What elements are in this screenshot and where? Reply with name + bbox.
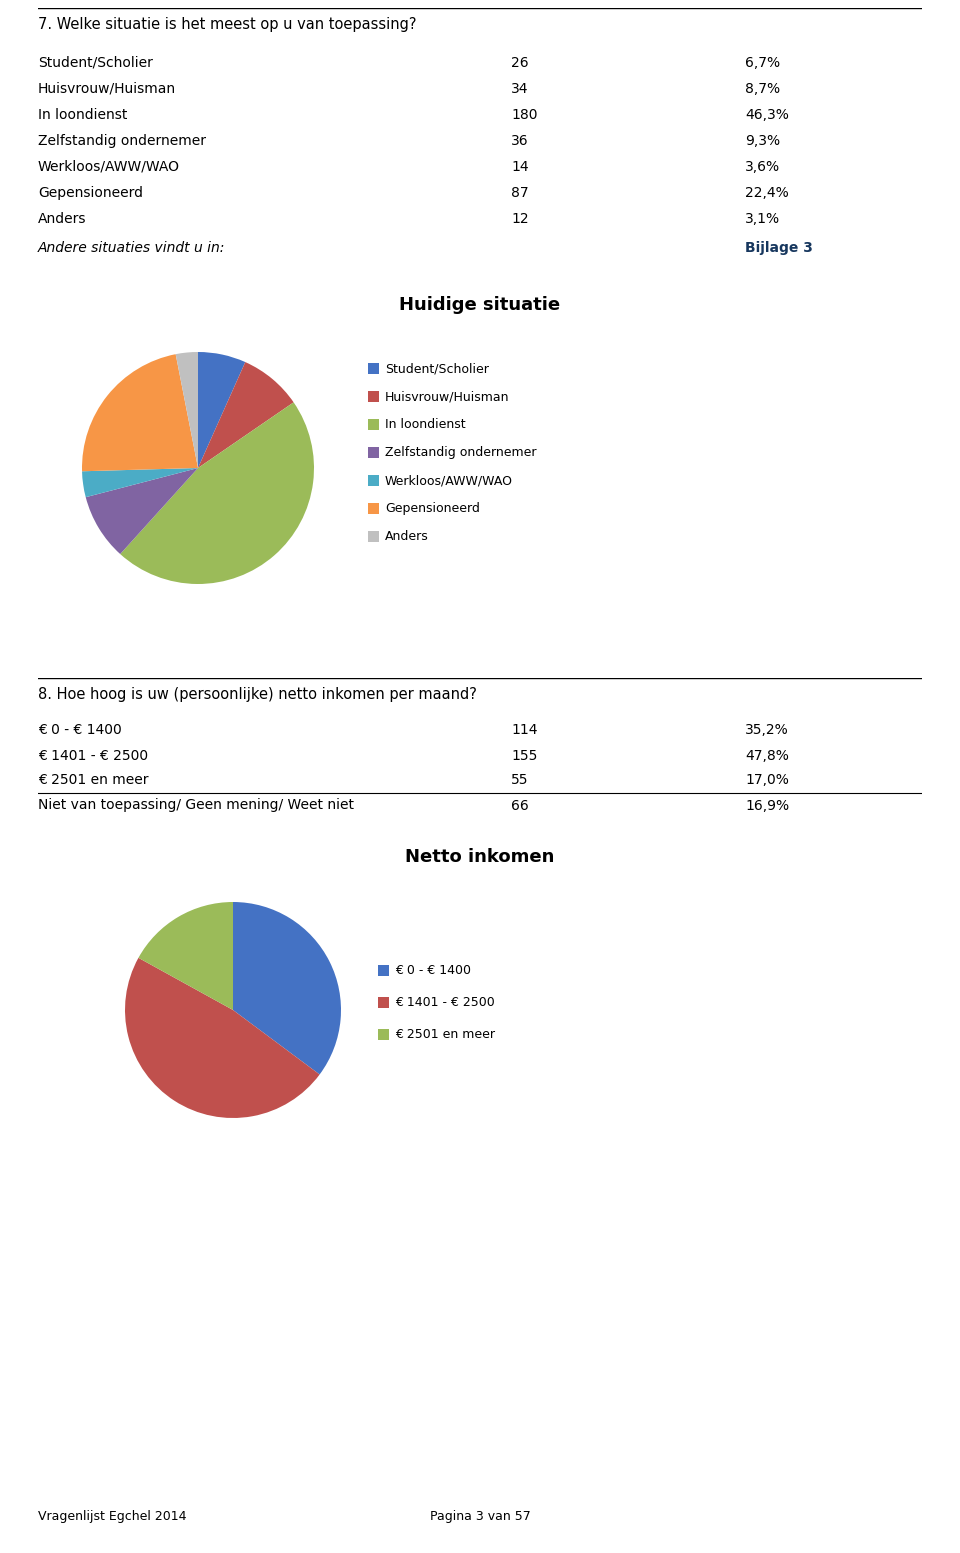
Text: 36: 36 bbox=[511, 134, 529, 148]
Wedge shape bbox=[233, 902, 341, 1075]
Text: 12: 12 bbox=[511, 213, 529, 227]
Text: In loondienst: In loondienst bbox=[38, 109, 128, 123]
Text: € 0 - € 1400: € 0 - € 1400 bbox=[38, 724, 122, 738]
Wedge shape bbox=[82, 467, 198, 497]
Text: 16,9%: 16,9% bbox=[745, 798, 789, 812]
Text: Werkloos/AWW/WAO: Werkloos/AWW/WAO bbox=[385, 474, 513, 488]
Text: 17,0%: 17,0% bbox=[745, 773, 789, 787]
Text: Bijlage 3: Bijlage 3 bbox=[745, 241, 813, 255]
Wedge shape bbox=[198, 362, 294, 467]
Text: 9,3%: 9,3% bbox=[745, 134, 780, 148]
Text: Huisvrouw/Huisman: Huisvrouw/Huisman bbox=[385, 390, 510, 402]
Text: Gepensioneerd: Gepensioneerd bbox=[38, 186, 143, 200]
Text: Netto inkomen: Netto inkomen bbox=[405, 848, 555, 867]
Text: Student/Scholier: Student/Scholier bbox=[385, 362, 489, 374]
Text: In loondienst: In loondienst bbox=[385, 418, 466, 432]
Wedge shape bbox=[176, 353, 198, 467]
Text: € 2501 en meer: € 2501 en meer bbox=[38, 773, 149, 787]
Text: Gepensioneerd: Gepensioneerd bbox=[385, 502, 480, 516]
Text: 3,6%: 3,6% bbox=[745, 160, 780, 174]
Text: 26: 26 bbox=[511, 56, 529, 70]
Text: 114: 114 bbox=[511, 724, 538, 738]
Text: € 2501 en meer: € 2501 en meer bbox=[395, 1028, 495, 1041]
Text: 14: 14 bbox=[511, 160, 529, 174]
Wedge shape bbox=[125, 958, 320, 1118]
Text: 55: 55 bbox=[511, 773, 528, 787]
Text: 35,2%: 35,2% bbox=[745, 724, 789, 738]
Text: Student/Scholier: Student/Scholier bbox=[38, 56, 153, 70]
Text: 87: 87 bbox=[511, 186, 529, 200]
Wedge shape bbox=[120, 402, 314, 584]
Text: Anders: Anders bbox=[385, 530, 429, 544]
Wedge shape bbox=[85, 467, 198, 554]
Text: € 1401 - € 2500: € 1401 - € 2500 bbox=[395, 995, 494, 1009]
Text: € 0 - € 1400: € 0 - € 1400 bbox=[395, 964, 471, 977]
Text: Vragenlijst Egchel 2014: Vragenlijst Egchel 2014 bbox=[38, 1510, 186, 1523]
Text: Pagina 3 van 57: Pagina 3 van 57 bbox=[430, 1510, 530, 1523]
Text: 6,7%: 6,7% bbox=[745, 56, 780, 70]
Text: 34: 34 bbox=[511, 82, 528, 96]
Text: Anders: Anders bbox=[38, 213, 86, 227]
Text: 47,8%: 47,8% bbox=[745, 749, 789, 763]
Wedge shape bbox=[82, 354, 198, 471]
Text: 8,7%: 8,7% bbox=[745, 82, 780, 96]
Text: 155: 155 bbox=[511, 749, 538, 763]
Text: 3,1%: 3,1% bbox=[745, 213, 780, 227]
Text: 66: 66 bbox=[511, 798, 529, 812]
Text: 7. Welke situatie is het meest op u van toepassing?: 7. Welke situatie is het meest op u van … bbox=[38, 17, 417, 33]
Wedge shape bbox=[138, 902, 233, 1009]
Text: Zelfstandig ondernemer: Zelfstandig ondernemer bbox=[38, 134, 206, 148]
Text: Huidige situatie: Huidige situatie bbox=[399, 297, 561, 314]
Text: 46,3%: 46,3% bbox=[745, 109, 789, 123]
Text: € 1401 - € 2500: € 1401 - € 2500 bbox=[38, 749, 148, 763]
Wedge shape bbox=[198, 353, 246, 467]
Text: Andere situaties vindt u in:: Andere situaties vindt u in: bbox=[38, 241, 226, 255]
Text: 22,4%: 22,4% bbox=[745, 186, 789, 200]
Text: 8. Hoe hoog is uw (persoonlijke) netto inkomen per maand?: 8. Hoe hoog is uw (persoonlijke) netto i… bbox=[38, 686, 477, 702]
Text: Werkloos/AWW/WAO: Werkloos/AWW/WAO bbox=[38, 160, 180, 174]
Text: Zelfstandig ondernemer: Zelfstandig ondernemer bbox=[385, 446, 537, 460]
Text: Niet van toepassing/ Geen mening/ Weet niet: Niet van toepassing/ Geen mening/ Weet n… bbox=[38, 798, 354, 812]
Text: 180: 180 bbox=[511, 109, 538, 123]
Text: Huisvrouw/Huisman: Huisvrouw/Huisman bbox=[38, 82, 176, 96]
